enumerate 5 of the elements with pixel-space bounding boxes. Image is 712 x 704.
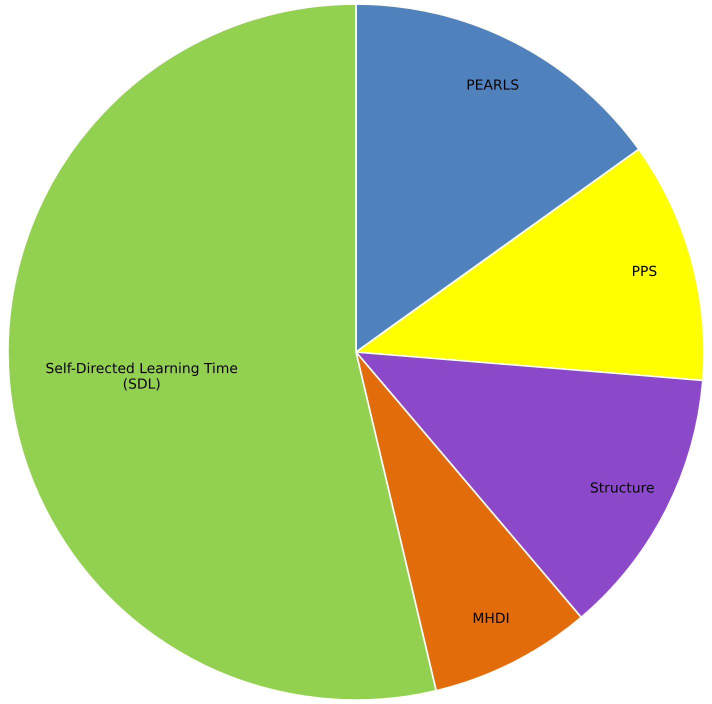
slice-label: Structure xyxy=(590,482,654,493)
slice-label: MHDI xyxy=(474,612,508,623)
slice-label: PPS xyxy=(633,266,656,276)
slice-label: PEARLS xyxy=(468,79,518,90)
slice-label: Self-Directed Learning Time (SDL) xyxy=(46,362,238,390)
